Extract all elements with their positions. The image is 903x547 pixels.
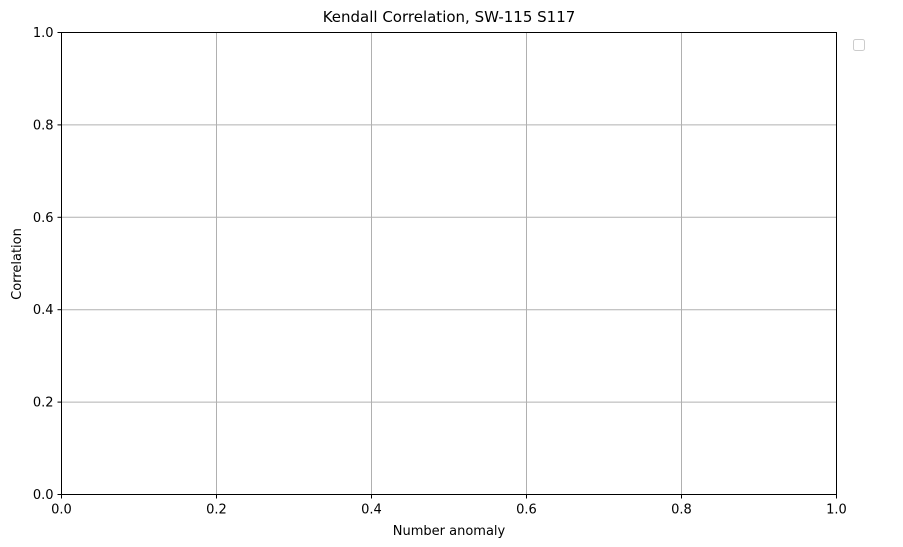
y-axis-label: Correlation (10, 228, 25, 300)
x-tick-label: 0.2 (206, 503, 227, 518)
x-tick-label: 0.0 (51, 503, 72, 518)
legend-box (853, 39, 865, 51)
x-axis-ticks: 0.0 0.2 0.4 0.6 0.8 1.0 (51, 494, 847, 518)
y-tick-label: 0.0 (33, 488, 54, 503)
x-tick-label: 0.6 (516, 503, 537, 518)
plot-area-frame (61, 32, 837, 495)
x-axis-label: Number anomaly (393, 524, 506, 539)
y-tick-label: 1.0 (33, 26, 54, 41)
y-tick-label: 0.8 (33, 118, 54, 133)
x-tick-label: 1.0 (826, 503, 847, 518)
chart-title: Kendall Correlation, SW-115 S117 (323, 8, 576, 26)
y-tick-label: 0.4 (33, 303, 54, 318)
y-tick-label: 0.6 (33, 211, 54, 226)
y-axis-ticks: 0.0 0.2 0.4 0.6 0.8 1.0 (33, 26, 62, 503)
y-tick-label: 0.2 (33, 396, 54, 411)
x-tick-label: 0.8 (671, 503, 692, 518)
x-tick-label: 0.4 (361, 503, 382, 518)
grid-lines (61, 32, 837, 495)
